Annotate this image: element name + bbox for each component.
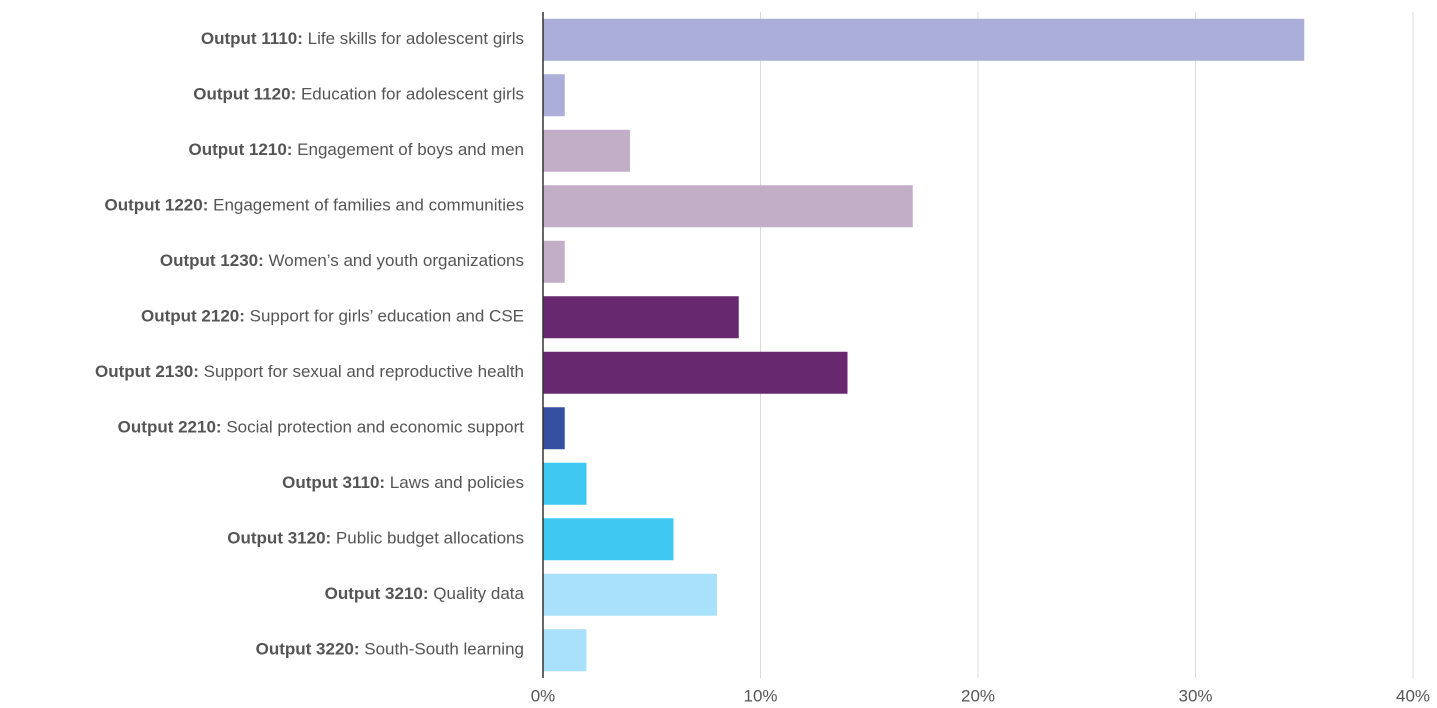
- x-tick-label: 20%: [961, 686, 995, 705]
- bar: [543, 240, 565, 283]
- y-tick-label: Output 1230: Women’s and youth organizat…: [160, 251, 524, 270]
- category-name: Quality data: [433, 584, 524, 603]
- y-tick-label: Output 3210: Quality data: [325, 584, 525, 603]
- category-name: Engagement of boys and men: [297, 140, 524, 159]
- y-tick-label: Output 1210: Engagement of boys and men: [189, 140, 524, 159]
- category-name: Education for adolescent girls: [301, 85, 524, 104]
- bar: [543, 351, 848, 394]
- y-tick-label: Output 1110: Life skills for adolescent …: [201, 29, 524, 48]
- category-name: Life skills for adolescent girls: [308, 29, 524, 48]
- bar: [543, 407, 565, 450]
- category-name: Social protection and economic support: [226, 418, 524, 437]
- category-name: Women’s and youth organizations: [269, 251, 524, 270]
- x-tick-label: 40%: [1396, 686, 1430, 705]
- y-tick-label: Output 2130: Support for sexual and repr…: [95, 362, 524, 381]
- y-tick-label: Output 3110: Laws and policies: [282, 473, 524, 492]
- category-code: Output 1120:: [193, 85, 296, 104]
- y-tick-label: Output 2210: Social protection and econo…: [118, 418, 525, 437]
- x-tick-label: 30%: [1178, 686, 1212, 705]
- category-code: Output 2210:: [118, 418, 222, 437]
- y-tick-label: Output 3220: South-South learning: [256, 640, 524, 659]
- category-name: Engagement of families and communities: [213, 196, 524, 215]
- category-code: Output 2130:: [95, 362, 199, 381]
- category-code: Output 1220:: [104, 196, 208, 215]
- category-code: Output 3220:: [256, 640, 360, 659]
- category-code: Output 3120:: [227, 529, 331, 548]
- bar: [543, 129, 630, 172]
- bar: [543, 74, 565, 117]
- category-code: Output 1110:: [201, 29, 303, 48]
- bar: [543, 518, 674, 561]
- y-tick-label: Output 2120: Support for girls’ educatio…: [141, 307, 524, 326]
- category-code: Output 3210:: [325, 584, 429, 603]
- category-name: Laws and policies: [390, 473, 524, 492]
- x-tick-label: 0%: [531, 686, 556, 705]
- category-code: Output 2120:: [141, 307, 245, 326]
- bar: [543, 185, 913, 228]
- category-code: Output 1210:: [189, 140, 293, 159]
- category-name: Support for girls’ education and CSE: [250, 307, 524, 326]
- category-name: Support for sexual and reproductive heal…: [204, 362, 524, 381]
- bar: [543, 629, 587, 672]
- x-tick-label: 10%: [743, 686, 777, 705]
- bar: [543, 18, 1305, 61]
- y-tick-label: Output 3120: Public budget allocations: [227, 529, 524, 548]
- category-code: Output 3110:: [282, 473, 385, 492]
- y-tick-label: Output 1220: Engagement of families and …: [104, 196, 524, 215]
- bar: [543, 462, 587, 505]
- category-code: Output 1230:: [160, 251, 264, 270]
- category-name: South-South learning: [364, 640, 524, 659]
- bar: [543, 296, 739, 339]
- y-tick-label: Output 1120: Education for adolescent gi…: [193, 85, 524, 104]
- category-name: Public budget allocations: [336, 529, 524, 548]
- bar: [543, 573, 717, 616]
